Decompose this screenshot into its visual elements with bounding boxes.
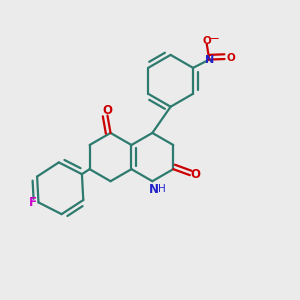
Text: O: O <box>226 53 235 63</box>
Text: O: O <box>202 36 211 46</box>
Text: −: − <box>210 32 220 45</box>
Text: N: N <box>205 55 214 64</box>
Text: F: F <box>28 196 37 209</box>
Text: O: O <box>190 168 200 181</box>
Text: O: O <box>102 104 112 117</box>
Text: H: H <box>158 184 166 194</box>
Text: N: N <box>149 183 159 196</box>
